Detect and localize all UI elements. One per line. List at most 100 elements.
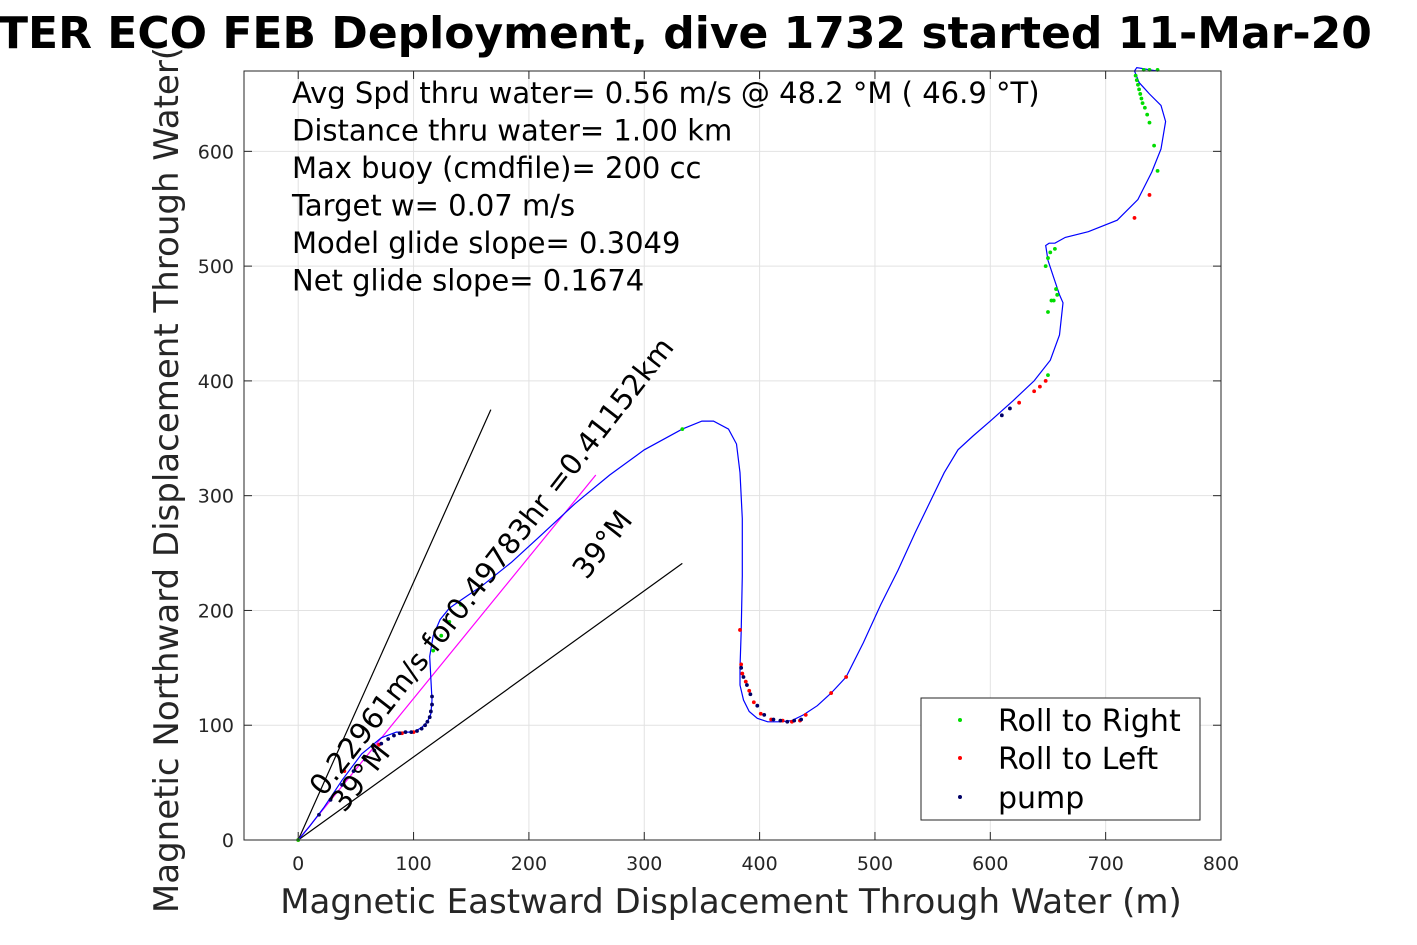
x-tick-label-0: 0	[292, 853, 304, 875]
roll-right-point-2	[439, 633, 444, 638]
heading-cone-line-1	[297, 562, 683, 841]
stat-line-4: Model glide slope= 0.3049	[292, 226, 680, 260]
y-tick-label-3: 300	[198, 486, 234, 508]
x-tick-label-3: 300	[626, 853, 662, 875]
roll-left-point-21	[1038, 384, 1042, 389]
x-tick-label-4: 400	[741, 853, 777, 875]
y-tick-label-4: 400	[198, 371, 234, 393]
legend-marker-roll-right	[958, 718, 962, 722]
heading-cone-line-0	[297, 409, 492, 841]
pump-point-22	[745, 683, 749, 687]
roll-left-point-8	[743, 679, 748, 684]
pump-point-14	[423, 723, 427, 728]
pump-point-29	[792, 718, 797, 723]
pump-point-2	[340, 783, 344, 787]
roll-left-point-22	[1043, 378, 1048, 383]
y-axis-label: Magnetic Northward Displacement Through …	[147, 47, 187, 913]
pump-point-31	[999, 413, 1004, 418]
stat-line-0: Avg Spd thru water= 0.56 m/s @ 48.2 °M (…	[292, 76, 1040, 110]
axes-box	[243, 70, 1222, 841]
legend-label-roll-left: Roll to Left	[998, 742, 1158, 777]
roll-left-point-7	[740, 671, 745, 676]
legend-marker-pump	[958, 795, 962, 799]
pump-point-20	[739, 665, 744, 670]
y-tick-label-1: 100	[198, 715, 234, 737]
roll-left-point-1	[342, 769, 347, 774]
legend-marker-roll-left	[958, 756, 962, 760]
pump-point-30	[799, 717, 804, 722]
roll-right-point-22	[1139, 96, 1144, 101]
pump-point-8	[392, 733, 396, 738]
roll-right-point-14	[1048, 250, 1053, 255]
stat-line-2: Max buoy (cmdfile)= 200 cc	[292, 151, 701, 185]
y-tick-label-0: 0	[222, 830, 234, 852]
roll-right-point-27	[1133, 73, 1138, 78]
dive-stats-text: Avg Spd thru water= 0.56 m/s @ 48.2 °M (…	[291, 76, 1040, 298]
current-annotations: 0.22961m/s for0.49783hr =0.41152km39°M39…	[302, 331, 680, 818]
roll-right-point-16	[1155, 168, 1160, 173]
annotation-2: 39°M	[565, 504, 639, 585]
roll-right-point-8	[1054, 287, 1058, 291]
roll-left-point-6	[739, 662, 744, 667]
roll-left-point-9	[747, 688, 752, 693]
roll-right-point-23	[1138, 92, 1143, 96]
x-axis-label: Magnetic Eastward Displacement Through W…	[280, 882, 1182, 922]
pump-point-12	[415, 729, 419, 733]
axis-ticks: 0 100 200 300 400 500 600 700 800 0 100 200 300 400 50…	[198, 71, 1239, 875]
pump-point-21	[741, 675, 746, 679]
stat-line-1: Distance thru water= 1.00 km	[292, 114, 732, 148]
pump-point-25	[762, 712, 767, 717]
legend-box	[920, 697, 1201, 821]
pump-point-5	[372, 748, 377, 753]
pump-point-11	[409, 730, 414, 735]
chart-title: TER ECO FEB Deployment, dive 1732 starte…	[0, 8, 1372, 59]
y-tick-label-6: 600	[198, 141, 234, 163]
roll-right-point-6	[1046, 373, 1050, 378]
y-tick-label-5: 500	[198, 256, 234, 278]
roll-right-point-3	[447, 620, 452, 624]
pump-point-0	[317, 812, 321, 817]
annotation-0: 0.22961m/s for0.49783hr =0.41152km	[302, 331, 680, 802]
roll-left-point-24	[1147, 193, 1152, 197]
roll-left-point-11	[758, 711, 763, 716]
roll-right-point-13	[1046, 256, 1050, 260]
roll-right-point-26	[1134, 78, 1139, 83]
pump-point-16	[427, 715, 432, 720]
pump-point-15	[425, 719, 430, 724]
x-tick-label-8: 800	[1203, 853, 1239, 875]
x-tick-label-5: 500	[857, 853, 893, 875]
pump-point-9	[397, 731, 402, 736]
roll-right-point-11	[1046, 310, 1050, 314]
roll-left-point-16	[803, 712, 808, 717]
pump-point-24	[755, 703, 760, 708]
roll-left-point-19	[1017, 400, 1022, 405]
pump-point-3	[351, 769, 356, 774]
legend-label-roll-right: Roll to Right	[998, 704, 1181, 739]
stat-line-5: Net glide slope= 0.1674	[292, 264, 644, 298]
roll-right-point-25	[1136, 82, 1140, 87]
pump-point-27	[778, 718, 783, 723]
pump-point-26	[771, 717, 776, 722]
pump-point-17	[428, 709, 433, 714]
roll-right-point-24	[1137, 87, 1142, 92]
x-tick-label-7: 700	[1088, 853, 1124, 875]
pump-point-4	[363, 757, 368, 762]
mean-current-line	[297, 474, 597, 841]
chart-legend: Roll to Right Roll to Left pump	[920, 697, 1201, 821]
pump-point-7	[386, 737, 391, 741]
pump-point-23	[748, 692, 753, 697]
roll-right-point-1	[431, 648, 436, 653]
pump-point-1	[328, 797, 333, 802]
pump-point-13	[419, 726, 424, 731]
pump-point-10	[403, 730, 408, 735]
pump-point-6	[379, 741, 384, 746]
roll-right-point-18	[1147, 120, 1152, 125]
pump-point-19	[430, 694, 434, 699]
x-tick-label-2: 200	[511, 853, 547, 875]
grid-lines	[244, 71, 1222, 841]
pump-point-18	[430, 702, 434, 707]
legend-label-pump: pump	[998, 781, 1084, 816]
pump-point-32	[1008, 406, 1012, 411]
roll-left-point-23	[1132, 216, 1137, 220]
